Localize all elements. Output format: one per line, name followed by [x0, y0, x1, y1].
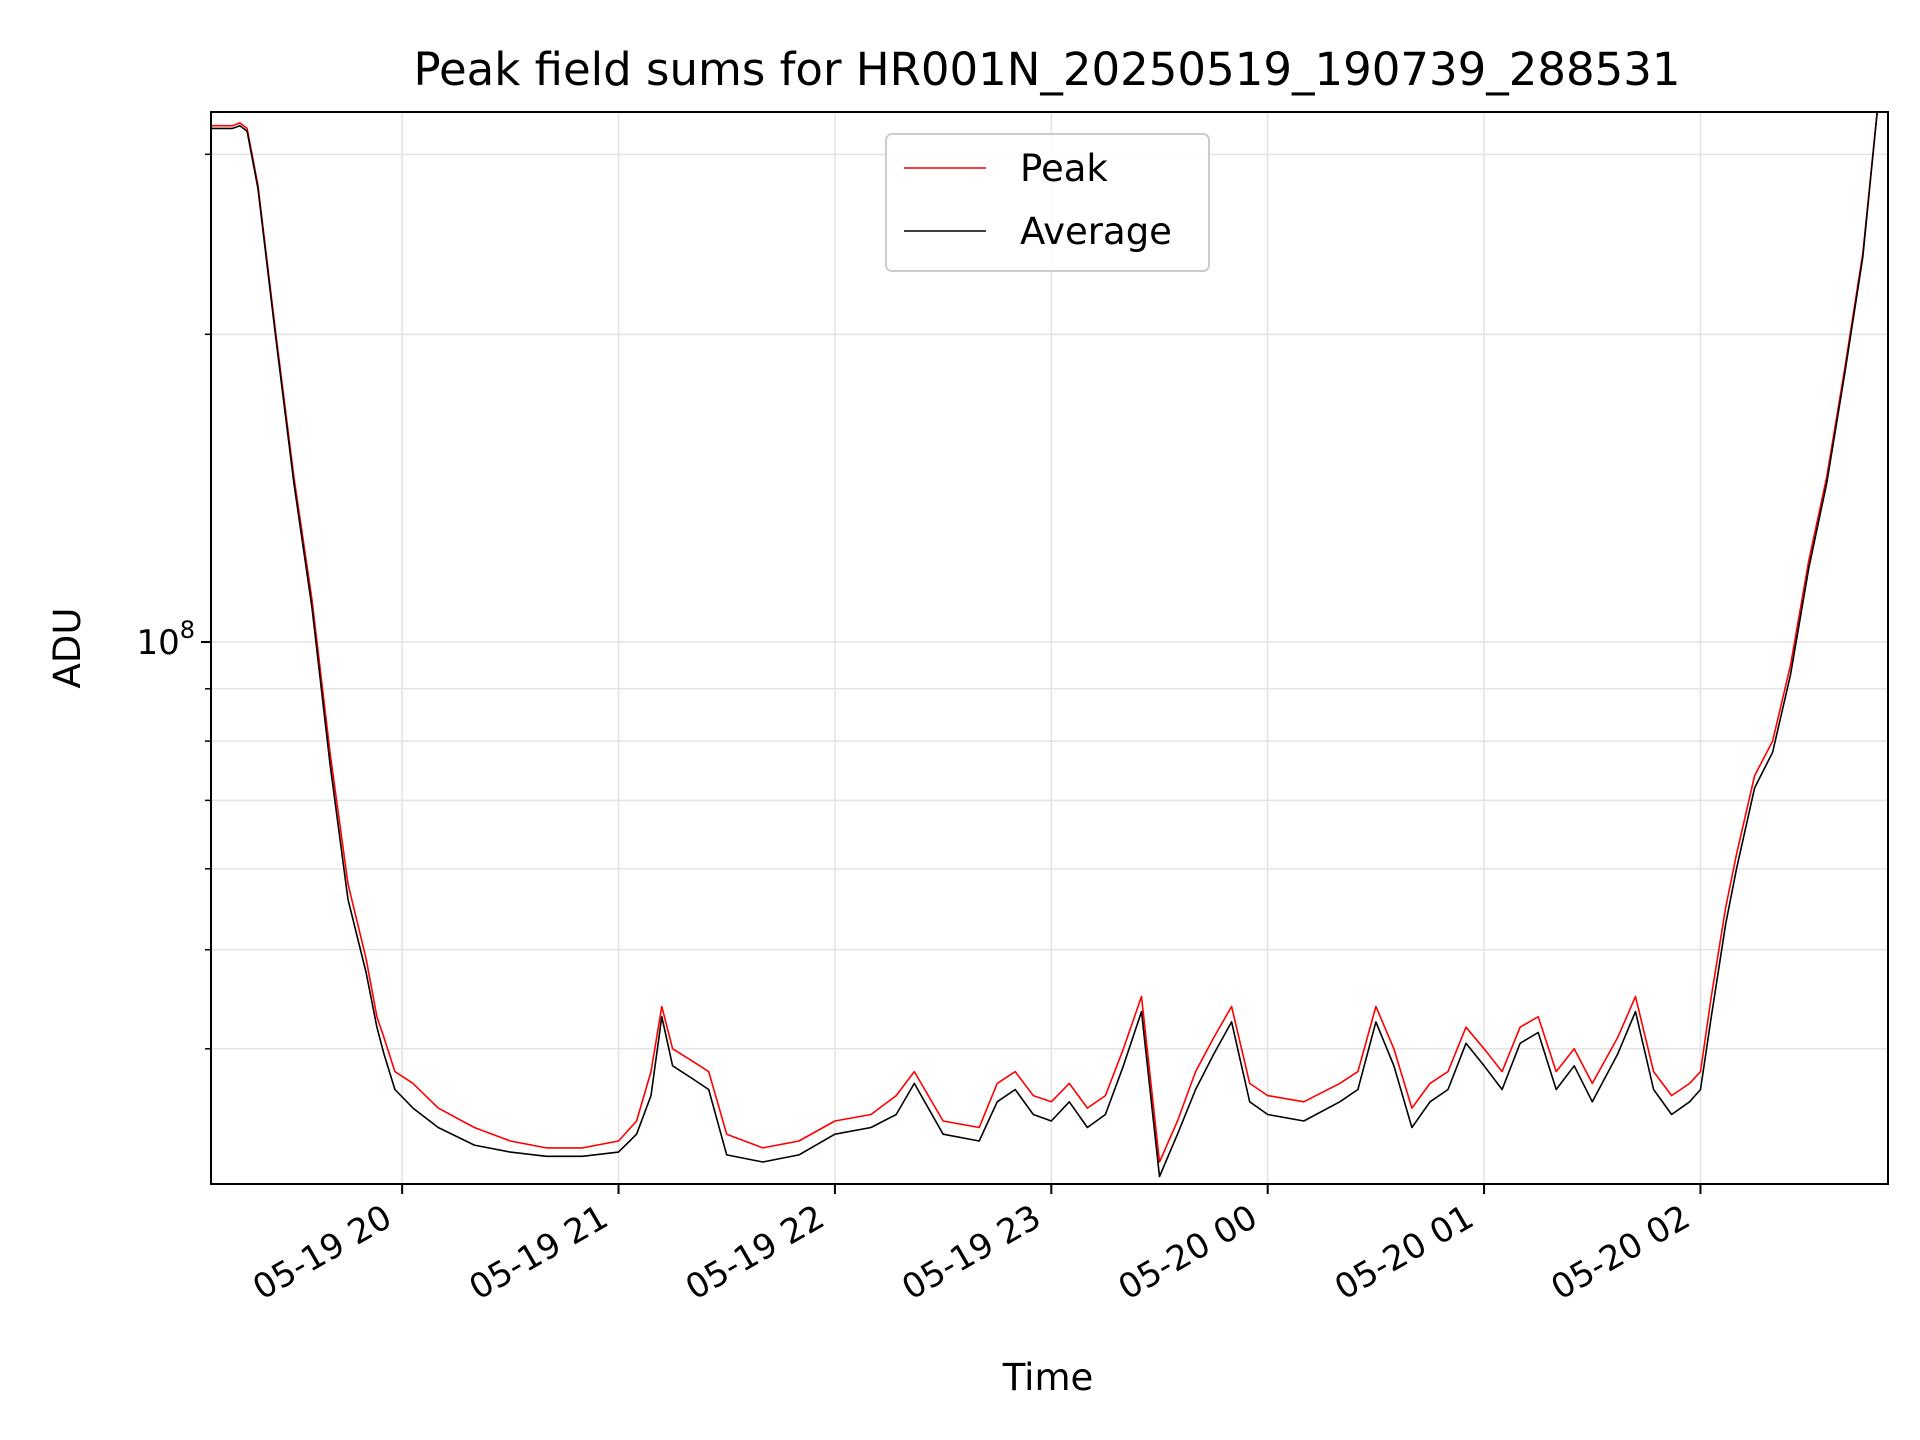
plot-background — [211, 112, 1888, 1184]
y-axis-ticks: 108 — [136, 153, 211, 1050]
y-tick-label: 108 — [136, 616, 195, 663]
y-axis-label: ADU — [46, 608, 89, 689]
x-axis-label: Time — [1002, 1356, 1094, 1399]
legend-label-peak: Peak — [1020, 147, 1108, 190]
chart-title: Peak field sums for HR001N_20250519_1907… — [413, 43, 1680, 96]
legend-label-average: Average — [1020, 210, 1172, 253]
plot-frame — [210, 111, 1889, 1185]
plot-area — [210, 111, 1889, 1185]
series-line-average — [211, 112, 1878, 1178]
series-lines — [211, 112, 1878, 1178]
grid-lines — [211, 112, 1888, 1184]
series-line-peak — [211, 112, 1878, 1163]
legend: Peak Average — [885, 133, 1210, 272]
